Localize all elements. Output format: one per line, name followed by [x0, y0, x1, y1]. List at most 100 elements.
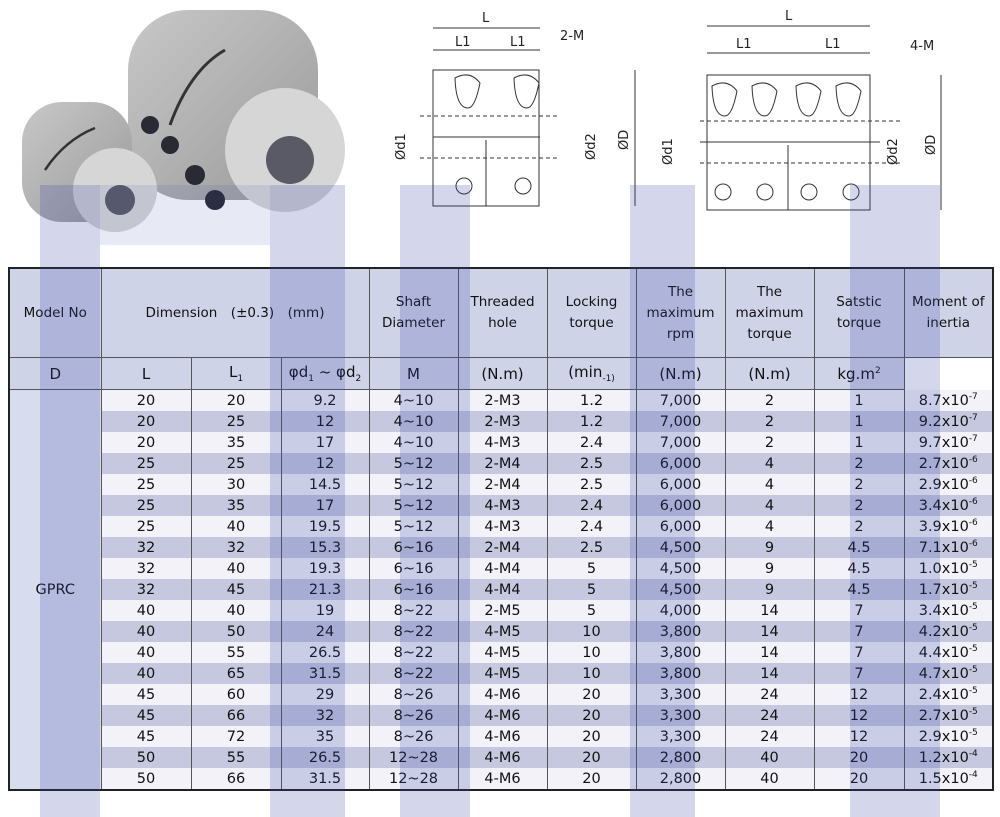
cell-rpm: 3,300 [635, 684, 726, 705]
cell-inertia: 4.4x10-5 [903, 642, 994, 663]
cell-torque: 4 [724, 453, 815, 474]
header-max-torque: The maximum torque [724, 267, 815, 358]
table-row: 50 55 26.5 12~28 4-M6 20 2,800 40 20 1.2x10-4 [9, 747, 994, 768]
cell-L1: 19.3 [280, 558, 370, 579]
cell-torque: 4 [724, 516, 815, 537]
cell-D: 20 [100, 432, 192, 453]
cell-static: 4.5 [813, 537, 905, 558]
cell-inertia: 9.2x10-7 [903, 411, 994, 432]
cell-torque: 2 [724, 389, 815, 411]
cell-L1: 14.5 [280, 474, 370, 495]
cell-L1: 17 [280, 495, 370, 516]
table-row: 32 45 21.3 6~16 4-M4 5 4,500 9 4.5 1.7x10-5 [9, 579, 994, 600]
cell-D: 50 [100, 747, 192, 768]
cell-D: 20 [100, 389, 192, 411]
cell-L1: 12 [280, 411, 370, 432]
cell-torque: 9 [724, 558, 815, 579]
cell-rpm: 3,300 [635, 726, 726, 747]
cell-thread: 4-M5 [457, 642, 548, 663]
cell-L: 50 [190, 621, 282, 642]
cell-lock: 2.4 [546, 495, 637, 516]
cell-thread: 2-M3 [457, 389, 548, 411]
header-static-torque: Satstic torque [813, 267, 905, 358]
sub-D: D [8, 357, 102, 390]
cell-L1: 35 [280, 726, 370, 747]
hole-label: 4-M [910, 39, 934, 54]
cell-inertia: 9.7x10-7 [903, 432, 994, 453]
cell-rpm: 7,000 [635, 432, 726, 453]
cell-lock: 20 [546, 747, 637, 768]
cell-lock: 20 [546, 705, 637, 726]
dim-L1: L1 [455, 35, 471, 50]
cell-rpm: 4,500 [635, 558, 726, 579]
cell-static: 7 [813, 642, 905, 663]
cell-torque: 40 [724, 768, 815, 790]
dim-d2: Ød2 [584, 133, 599, 160]
cell-inertia: 7.1x10-6 [903, 537, 994, 558]
cell-D: 20 [100, 411, 192, 432]
cell-L: 66 [190, 768, 282, 790]
cell-rpm: 4,500 [635, 537, 726, 558]
model-cell: GPRC [8, 389, 102, 791]
cell-L1: 19 [280, 600, 370, 621]
cell-L: 45 [190, 579, 282, 600]
cell-shaft: 8~22 [368, 642, 459, 663]
cell-thread: 4-M5 [457, 621, 548, 642]
cell-rpm: 6,000 [635, 453, 726, 474]
cell-torque: 14 [724, 642, 815, 663]
cell-torque: 2 [724, 411, 815, 432]
cell-torque: 9 [724, 579, 815, 600]
cell-lock: 5 [546, 600, 637, 621]
cell-shaft: 8~22 [368, 663, 459, 684]
cell-static: 2 [813, 495, 905, 516]
cell-thread: 2-M5 [457, 600, 548, 621]
table-row: 25 30 14.5 5~12 2-M4 2.5 6,000 4 2 2.9x10-6 [9, 474, 994, 495]
cell-L1: 26.5 [280, 642, 370, 663]
cell-rpm: 2,800 [635, 768, 726, 790]
cell-inertia: 1.7x10-5 [903, 579, 994, 600]
cell-inertia: 1.5x10-4 [903, 768, 994, 790]
cell-L: 25 [190, 411, 282, 432]
cell-D: 25 [100, 516, 192, 537]
cell-D: 25 [100, 474, 192, 495]
sub-rpm: (min-1) [546, 357, 637, 390]
cell-lock: 2.5 [546, 537, 637, 558]
cell-inertia: 1.0x10-5 [903, 558, 994, 579]
cell-lock: 20 [546, 768, 637, 790]
sub-L: L [100, 357, 192, 390]
table-row: 20 25 12 4~10 2-M3 1.2 7,000 2 1 9.2x10-7 [9, 411, 994, 432]
cell-lock: 1.2 [546, 389, 637, 411]
cell-thread: 4-M5 [457, 663, 548, 684]
sub-torque: (N.m) [635, 357, 726, 390]
dim-D: ØD [617, 130, 632, 150]
cell-lock: 2.5 [546, 453, 637, 474]
cell-L: 65 [190, 663, 282, 684]
cell-L: 20 [190, 389, 282, 411]
cell-L: 55 [190, 642, 282, 663]
dim-L: L [482, 11, 490, 26]
cell-L1: 29 [280, 684, 370, 705]
cell-static: 2 [813, 474, 905, 495]
header-max-rpm: The maximum rpm [635, 267, 726, 358]
cell-L1: 26.5 [280, 747, 370, 768]
table-row: 40 65 31.5 8~22 4-M5 10 3,800 14 7 4.7x10-5 [9, 663, 994, 684]
sub-shaft: φd1 ~ φd2 [280, 357, 370, 390]
header-inertia: Moment of inertia [903, 267, 994, 358]
cell-inertia: 8.7x10-7 [903, 389, 994, 411]
cell-rpm: 3,300 [635, 705, 726, 726]
cell-rpm: 2,800 [635, 747, 726, 768]
cell-shaft: 6~16 [368, 537, 459, 558]
cell-static: 2 [813, 453, 905, 474]
cell-shaft: 6~16 [368, 579, 459, 600]
cell-rpm: 4,500 [635, 579, 726, 600]
cell-inertia: 2.9x10-5 [903, 726, 994, 747]
cell-L1: 12 [280, 453, 370, 474]
table-row: 32 32 15.3 6~16 2-M4 2.5 4,500 9 4.5 7.1x10-6 [9, 537, 994, 558]
cell-D: 45 [100, 705, 192, 726]
table-row: 25 25 12 5~12 2-M4 2.5 6,000 4 2 2.7x10-6 [9, 453, 994, 474]
table-row: 45 60 29 8~26 4-M6 20 3,300 24 12 2.4x10-5 [9, 684, 994, 705]
cell-thread: 4-M3 [457, 516, 548, 537]
table-row: 40 40 19 8~22 2-M5 5 4,000 14 7 3.4x10-5 [9, 600, 994, 621]
cell-torque: 4 [724, 474, 815, 495]
cell-torque: 14 [724, 600, 815, 621]
